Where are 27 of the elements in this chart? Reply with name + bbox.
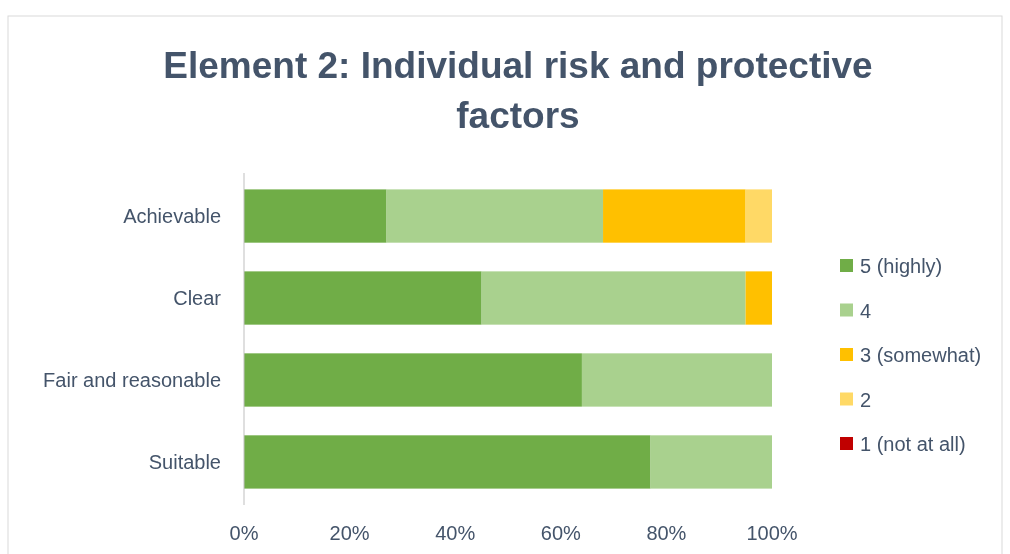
bar — [581, 353, 772, 407]
bar — [481, 271, 746, 325]
bar — [244, 271, 482, 325]
bar — [386, 189, 604, 243]
legend-label: 5 (highly) — [860, 255, 943, 277]
y-tick-label: Clear — [173, 287, 222, 310]
x-tick-label: 0% — [229, 522, 259, 544]
y-tick-label: Fair and reasonable — [43, 368, 221, 391]
x-tick-label: 100% — [746, 522, 798, 544]
chart-title: Element 2: Individual risk and protective factors — [163, 45, 873, 136]
bar — [745, 271, 772, 325]
x-tick-label: 80% — [646, 522, 687, 544]
bar — [244, 189, 387, 243]
bar — [603, 189, 746, 243]
legend-label: 4 — [860, 299, 872, 322]
bar — [745, 189, 772, 243]
bar — [244, 353, 582, 407]
x-tick-label: 20% — [329, 522, 370, 544]
x-tick-label: 60% — [540, 522, 582, 544]
legend-label: 1 (not at all) — [860, 433, 966, 455]
bar — [650, 435, 772, 489]
y-tick-label: Achievable — [123, 205, 221, 228]
bar — [244, 435, 651, 489]
y-tick-label: Suitable — [148, 450, 221, 473]
legend-label: 2 — [860, 388, 872, 411]
x-tick-label: 40% — [435, 522, 476, 544]
legend-label: 3 (somewhat) — [860, 344, 982, 366]
